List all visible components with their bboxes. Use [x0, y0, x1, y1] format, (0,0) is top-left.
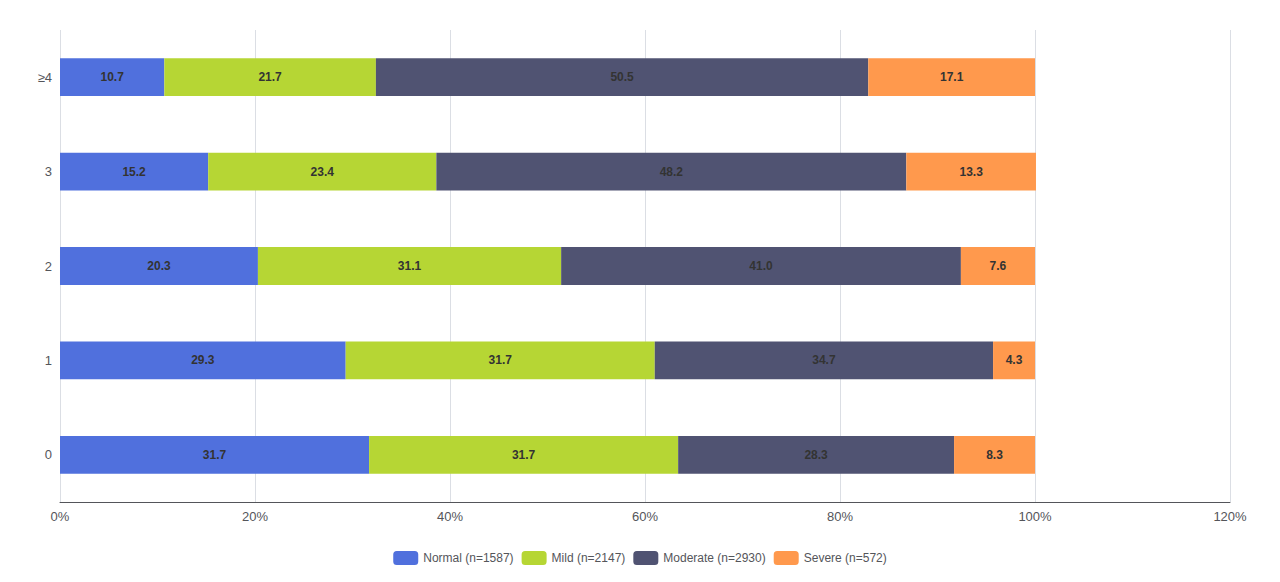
svg-text:13.3: 13.3 [959, 165, 983, 179]
svg-text:8.3: 8.3 [986, 448, 1003, 462]
svg-text:20.3: 20.3 [147, 259, 171, 273]
svg-text:7.6: 7.6 [990, 259, 1007, 273]
svg-text:1: 1 [45, 353, 52, 368]
svg-text:60%: 60% [632, 509, 658, 524]
svg-text:34.7: 34.7 [812, 353, 836, 367]
svg-text:3: 3 [45, 164, 52, 179]
svg-text:20%: 20% [242, 509, 268, 524]
svg-text:29.3: 29.3 [191, 353, 215, 367]
svg-text:10.7: 10.7 [100, 70, 124, 84]
svg-text:41.0: 41.0 [749, 259, 773, 273]
svg-text:4.3: 4.3 [1006, 353, 1023, 367]
svg-text:2: 2 [45, 259, 52, 274]
svg-text:100%: 100% [1018, 509, 1052, 524]
svg-text:Moderate (n=2930): Moderate (n=2930) [663, 551, 765, 565]
svg-text:48.2: 48.2 [660, 165, 684, 179]
svg-text:31.7: 31.7 [489, 353, 513, 367]
svg-text:≥4: ≥4 [38, 70, 52, 85]
svg-text:28.3: 28.3 [804, 448, 828, 462]
svg-text:50.5: 50.5 [610, 70, 634, 84]
svg-text:120%: 120% [1213, 509, 1247, 524]
svg-text:40%: 40% [437, 509, 463, 524]
svg-text:0%: 0% [51, 509, 70, 524]
svg-text:15.2: 15.2 [122, 165, 146, 179]
svg-text:Mild (n=2147): Mild (n=2147) [552, 551, 626, 565]
svg-text:80%: 80% [827, 509, 853, 524]
svg-text:Normal (n=1587): Normal (n=1587) [423, 551, 513, 565]
svg-text:17.1: 17.1 [940, 70, 964, 84]
svg-text:31.7: 31.7 [203, 448, 227, 462]
svg-text:23.4: 23.4 [311, 165, 335, 179]
svg-text:Severe (n=572): Severe (n=572) [804, 551, 887, 565]
svg-text:0: 0 [45, 447, 52, 462]
svg-text:31.7: 31.7 [512, 448, 536, 462]
svg-text:31.1: 31.1 [398, 259, 422, 273]
svg-text:21.7: 21.7 [258, 70, 282, 84]
